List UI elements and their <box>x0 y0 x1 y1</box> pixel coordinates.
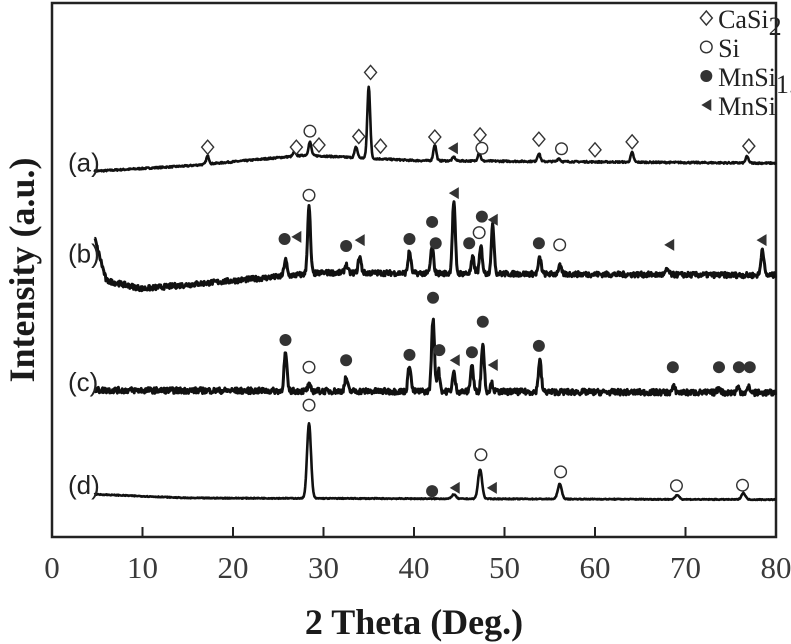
x-tick-label: 50 <box>489 550 520 585</box>
si-marker <box>303 124 317 138</box>
legend-mnsi-marker <box>701 99 712 111</box>
mnsi-marker <box>291 230 302 243</box>
casi2-marker <box>200 139 215 156</box>
legend-label: Si <box>718 34 740 63</box>
legend-label: CaSi2 <box>718 5 782 41</box>
mnsi1.7-marker <box>743 361 756 374</box>
mnsi1.7-marker <box>532 237 545 250</box>
mnsi1.7-marker <box>427 291 440 304</box>
mnsi-marker <box>354 234 365 247</box>
mnsi-marker <box>487 359 498 372</box>
casi2-marker <box>588 141 602 158</box>
casi2-marker <box>625 133 640 150</box>
mnsi1.7-marker <box>465 346 478 359</box>
si-marker <box>475 141 489 155</box>
series-label-b: (b) <box>68 239 100 269</box>
mnsi1.7-marker <box>712 361 725 374</box>
mnsi-marker <box>664 238 675 251</box>
si-marker <box>553 238 567 252</box>
casi2-marker <box>312 136 326 154</box>
mnsi1.7-marker <box>426 485 439 498</box>
mnsi1.7-marker <box>429 237 442 250</box>
mnsi-marker <box>448 187 459 200</box>
mnsi1.7-marker <box>433 344 446 357</box>
mnsi-marker <box>447 142 458 155</box>
si-marker <box>736 478 750 492</box>
casi2-marker <box>363 64 378 81</box>
mnsi1.7-marker <box>278 233 291 246</box>
series-label-d: (d) <box>68 470 100 500</box>
mnsi1.7-marker <box>476 315 489 328</box>
casi2-marker <box>373 138 388 155</box>
casi2-marker <box>351 128 366 145</box>
mnsi1.7-marker <box>340 354 353 367</box>
x-tick-label: 10 <box>127 550 158 585</box>
legend-label: MnSi <box>718 92 776 121</box>
si-marker <box>474 448 488 462</box>
mnsi1.7-marker <box>403 348 416 361</box>
si-marker <box>669 479 683 493</box>
x-tick-label: 80 <box>761 550 791 585</box>
mnsi1.7-marker <box>463 237 476 250</box>
mnsi1.7-marker <box>279 333 292 346</box>
casi2-marker <box>427 128 442 146</box>
mnsi-marker <box>449 354 460 367</box>
legend-mnsi1.7-marker <box>700 70 713 82</box>
x-tick-label: 30 <box>308 550 339 585</box>
casi2-marker <box>289 139 304 156</box>
mnsi-marker <box>756 234 767 247</box>
si-marker <box>555 142 569 156</box>
x-tick-label: 40 <box>399 550 430 585</box>
mnsi-marker <box>487 213 498 226</box>
series-label-c: (c) <box>68 367 98 397</box>
legend-si-marker <box>699 40 713 54</box>
x-tick-label: 70 <box>670 550 701 585</box>
mnsi1.7-marker <box>426 215 439 228</box>
series-line-c <box>93 317 777 398</box>
x-tick-label: 60 <box>580 550 611 585</box>
mnsi-marker <box>486 481 497 494</box>
x-axis-title: 2 Theta (Deg.) <box>305 602 523 642</box>
x-tick-label: 20 <box>218 550 249 585</box>
si-marker <box>302 398 316 412</box>
mnsi1.7-marker <box>340 239 353 252</box>
casi2-marker <box>473 126 487 143</box>
series-label-a: (a) <box>68 148 100 178</box>
y-axis-title: Intensity (a.u.) <box>2 157 42 382</box>
casi2-marker <box>531 131 546 148</box>
series-line-b <box>93 200 777 293</box>
mnsi1.7-marker <box>403 233 416 246</box>
si-marker <box>554 465 568 479</box>
mnsi1.7-marker <box>666 361 679 374</box>
si-marker <box>302 188 316 202</box>
mnsi-marker <box>449 481 460 494</box>
legend-casi2-marker <box>699 9 714 27</box>
series-line-a <box>93 85 777 173</box>
series-line-d <box>93 422 777 502</box>
legend-label: MnSi1.7 <box>718 63 791 99</box>
x-tick-label: 0 <box>44 550 60 585</box>
mnsi1.7-marker <box>475 210 488 223</box>
si-marker <box>472 226 486 240</box>
mnsi1.7-marker <box>532 339 545 352</box>
mnsi1.7-marker <box>732 361 745 374</box>
casi2-marker <box>741 138 756 155</box>
si-marker <box>302 360 316 374</box>
